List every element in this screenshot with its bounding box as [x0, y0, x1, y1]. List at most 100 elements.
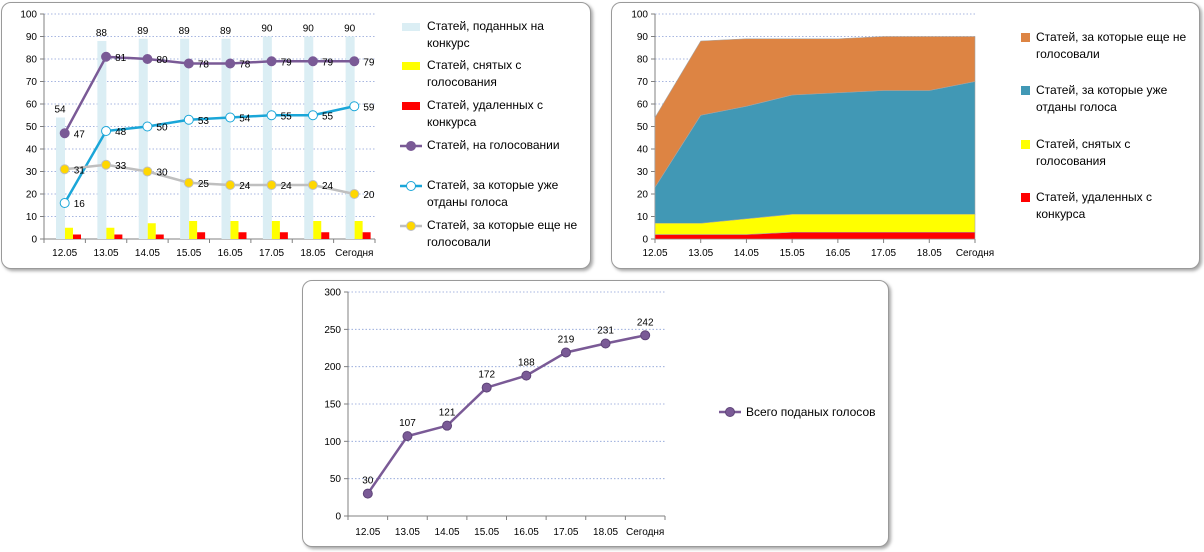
legend-swatch [402, 23, 420, 31]
bar-submitted [180, 38, 190, 239]
data-label-line-not-voted: 30 [156, 168, 168, 179]
y-tick-label: 90 [637, 32, 649, 43]
bar-deleted [321, 232, 330, 239]
y-tick-label: 250 [324, 325, 341, 336]
y-tick-label: 200 [324, 362, 341, 373]
point-total-votes [521, 370, 532, 381]
x-tick-label: 17.05 [871, 248, 896, 259]
x-tick-label: 17.05 [259, 248, 284, 259]
bar-deleted [197, 232, 206, 239]
point-line-on-voting [101, 51, 112, 62]
point-line-voted [142, 121, 153, 132]
point-line-on-voting [266, 56, 277, 67]
legend-marker [725, 407, 735, 417]
y-tick-label: 30 [26, 167, 38, 178]
legend-marker [406, 141, 416, 151]
point-line-on-voting [349, 56, 360, 67]
bar-withdrawn [65, 227, 73, 239]
legend-entry: Статей, снятых с голосования [1036, 137, 1130, 168]
data-label-line-on-voting: 79 [281, 57, 293, 68]
x-tick-label: 18.05 [917, 248, 942, 259]
point-total-votes [442, 420, 453, 431]
point-line-on-voting [307, 56, 318, 67]
y-tick-label: 40 [637, 145, 649, 156]
legend-swatch [1021, 193, 1030, 202]
y-tick-label: 50 [26, 122, 38, 133]
y-tick-label: 60 [26, 100, 38, 111]
data-label-total-votes: 172 [478, 370, 495, 381]
legend-entry: Статей, за которые еще не голосовали [1036, 30, 1187, 61]
x-tick-label: 18.05 [593, 527, 618, 538]
data-label-total-votes: 188 [518, 358, 535, 369]
point-total-votes [560, 347, 571, 358]
data-label-line-voted: 53 [198, 116, 210, 127]
point-line-not-voted [101, 159, 112, 170]
chart-articles-stacked-area-panel: 0 10 20 30 40 50 60 70 80 90 100 12.05 13.05 14.05 15.… [611, 2, 1200, 269]
data-label-line-not-voted: 20 [363, 190, 375, 201]
bar-submitted [138, 38, 148, 239]
bar-deleted [238, 232, 247, 239]
data-label-line-on-voting: 79 [363, 57, 375, 68]
point-line-not-voted [59, 164, 70, 175]
data-label-line-voted: 59 [363, 102, 375, 113]
bar-withdrawn [313, 221, 322, 239]
data-label-total-votes: 242 [637, 317, 654, 328]
data-label-total-votes: 30 [362, 476, 374, 487]
y-tick-label: 20 [26, 190, 38, 201]
data-label-submitted: 54 [54, 105, 66, 116]
data-label-submitted: 90 [344, 24, 356, 35]
x-tick-label: 12.05 [355, 527, 380, 538]
data-label-total-votes: 231 [597, 326, 614, 337]
bar-submitted [345, 36, 355, 239]
bar-submitted [221, 38, 231, 239]
y-tick-label: 80 [26, 55, 38, 66]
y-tick-label: 150 [324, 400, 341, 411]
data-label-submitted: 89 [137, 26, 149, 37]
data-label-line-not-voted: 24 [239, 181, 251, 192]
data-label-line-voted: 55 [322, 111, 334, 122]
data-label-line-voted: 55 [281, 111, 293, 122]
point-line-voted [349, 101, 360, 112]
point-line-on-voting [59, 128, 70, 139]
data-label-line-not-voted: 24 [322, 181, 334, 192]
point-line-on-voting [142, 54, 153, 64]
y-tick-label: 30 [637, 167, 649, 178]
bar-deleted [155, 234, 164, 239]
y-tick-label: 0 [31, 235, 37, 246]
legend-marker [406, 181, 416, 191]
point-line-voted [266, 110, 277, 121]
x-tick-label: 12.05 [52, 248, 77, 259]
y-tick-label: 300 [324, 288, 341, 299]
data-label-line-voted: 16 [74, 199, 86, 210]
line-total-votes [366, 334, 646, 495]
bar-deleted [362, 232, 371, 239]
bar-submitted [56, 117, 65, 239]
y-tick-label: 80 [637, 55, 649, 66]
x-tick-label: 14.05 [135, 248, 160, 259]
data-label-line-not-voted: 31 [74, 165, 86, 176]
data-label-line-on-voting: 78 [198, 60, 210, 71]
x-tick-label: 17.05 [553, 527, 578, 538]
data-label-submitted: 89 [220, 26, 232, 37]
bar-submitted [304, 36, 314, 239]
legend-swatch [1021, 86, 1030, 95]
x-tick-label: 16.05 [218, 248, 243, 259]
y-tick-label: 90 [26, 32, 38, 43]
y-tick-label: 100 [20, 10, 37, 21]
bar-deleted [73, 234, 81, 239]
x-tick-label: Сегодня [956, 248, 994, 259]
legend-entry: Статей, поданных на конкурс [427, 19, 544, 50]
bar-submitted [262, 36, 272, 239]
x-tick-label: 13.05 [395, 527, 420, 538]
data-label-line-on-voting: 47 [74, 129, 86, 140]
point-line-not-voted [142, 166, 153, 177]
y-tick-label: 10 [26, 212, 38, 223]
data-label-line-on-voting: 79 [322, 57, 334, 68]
legend-entry: Статей, снятых с голосования [427, 58, 521, 89]
legend-swatch [402, 62, 420, 70]
x-tick-label: 12.05 [642, 248, 667, 259]
legend-entry: Статей, за которые уже отданы голоса [1036, 83, 1168, 114]
x-tick-label: 16.05 [514, 527, 539, 538]
x-tick-label: 15.05 [780, 248, 805, 259]
y-tick-label: 70 [637, 77, 649, 88]
